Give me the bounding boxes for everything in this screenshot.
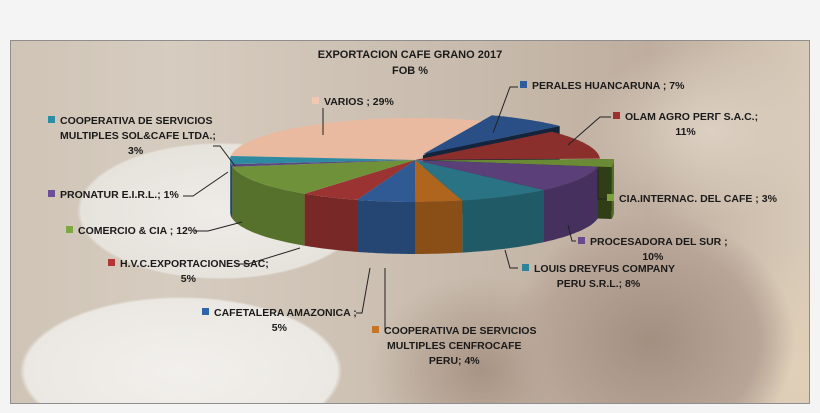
label-pct: 5%	[271, 322, 287, 334]
swatch-sol-cafe	[48, 116, 55, 123]
label-text-2: MULTIPLES SOL&CAFE LTDA.;	[60, 130, 216, 142]
label-comercio: COMERCIO & CIA ; 12%	[66, 224, 197, 239]
label-text: CAFETALERA AMAZONICA ;	[214, 307, 357, 319]
pie-tops	[230, 115, 614, 202]
pie-slice-side	[544, 166, 598, 243]
pie-slice-side	[230, 164, 233, 219]
label-cia-internac: CIA.INTERNAC. DEL CAFE ; 3%	[607, 192, 777, 207]
label-text: COMERCIO & CIA ; 12%	[78, 225, 198, 237]
label-louis-dreyfus: LOUIS DREYFUS COMPANY PERU S.R.L.; 8%	[522, 262, 675, 292]
pie-slice-cooperativa-de-servicios-multiples-sol-cafe-ltda	[230, 156, 415, 165]
label-text: COOPERATIVA DE SERVICIOS	[60, 115, 213, 127]
pie-slice-h-v-c-exportaciones-sac	[304, 160, 415, 200]
pie-slice-side	[415, 200, 463, 254]
pie-slice-olam-agro-per-s-a-c	[415, 131, 600, 160]
label-sol-cafe: COOPERATIVA DE SERVICIOS MULTIPLES SOL&C…	[48, 114, 216, 159]
label-text: PRONATUR E.I.R.L.; 1%	[60, 189, 179, 201]
label-procesadora: PROCESADORA DEL SUR ; 10%	[578, 235, 728, 265]
swatch-pronatur	[48, 190, 55, 197]
pie-slice-cafetalera-amazonica	[357, 160, 416, 202]
label-pct: PERU; 4%	[428, 355, 480, 367]
label-olam: OLAM AGRO PERΓ S.A.C.; 11%	[613, 110, 758, 140]
label-text: LOUIS DREYFUS COMPANY	[534, 263, 675, 275]
pie-slice-cia-internac-del-cafe	[428, 159, 614, 168]
swatch-cenfrocafe	[372, 326, 379, 333]
leader-lines	[183, 86, 611, 330]
swatch-cafetalera	[202, 308, 209, 315]
label-text: OLAM AGRO PERΓ S.A.C.;	[625, 111, 759, 123]
label-varios: VARIOS ; 29%	[312, 95, 394, 110]
chart-title-line1: EXPORTACION CAFE GRANO 2017	[317, 49, 503, 61]
pie-slice-cooperativa-de-servicios-multiples-cenfrocafe-peru	[415, 160, 463, 202]
label-perales: PERALES HUANCARUNA ; 7%	[520, 79, 684, 94]
chart-title: EXPORTACION CAFE GRANO 2017 FOB %	[290, 47, 530, 79]
label-pct: PERU S.R.L.; 8%	[556, 278, 641, 290]
label-text: COOPERATIVA DE SERVICIOS	[384, 325, 537, 337]
chart-title-line2: FOB %	[391, 65, 429, 77]
label-pronatur: PRONATUR E.I.R.L.; 1%	[48, 188, 179, 203]
pie-slice-side	[357, 199, 416, 254]
pie-slice-procesadora-del-sur	[415, 160, 598, 191]
label-cafetalera: CAFETALERA AMAZONICA ; 5%	[202, 306, 357, 336]
pie-slice-pronatur-e-i-r-l	[230, 160, 415, 167]
label-text: CIA.INTERNAC. DEL CAFE ; 3%	[619, 193, 777, 205]
pie-slice-comercio-cia	[232, 160, 415, 194]
pie-slice-side	[462, 190, 544, 253]
label-text: H.V.C.EXPORTACIONES SAC;	[120, 258, 269, 270]
swatch-louis-dreyfus	[522, 264, 529, 271]
swatch-cia-internac	[607, 194, 614, 201]
swatch-perales	[520, 81, 527, 88]
swatch-procesadora	[578, 237, 585, 244]
pie-slice-louis-dreyfus-company-peru-s-r-l	[415, 160, 544, 201]
pie-slice-side	[611, 160, 614, 220]
pie-slice-side	[232, 166, 305, 246]
label-text: PERALES HUANCARUNA ; 7%	[532, 80, 685, 92]
label-pct: 10%	[642, 251, 664, 263]
label-text-2: MULTIPLES CENFROCAFE	[386, 340, 522, 352]
label-text: VARIOS ; 29%	[324, 96, 394, 108]
swatch-hvc	[108, 259, 115, 266]
label-pct: 5%	[180, 273, 196, 285]
label-pct: 3%	[128, 145, 144, 157]
swatch-varios	[312, 97, 319, 104]
pie-slice-side	[230, 160, 231, 217]
pie-slice-perales-huancaruna	[422, 115, 560, 155]
pie-slice-varios	[230, 118, 485, 160]
label-cenfrocafe: COOPERATIVA DE SERVICIOS MULTIPLES CENFR…	[372, 324, 536, 369]
label-pct: 11%	[675, 126, 696, 138]
label-text: PROCESADORA DEL SUR ;	[590, 236, 728, 248]
swatch-olam	[613, 112, 620, 119]
label-hvc: H.V.C.EXPORTACIONES SAC; 5%	[108, 257, 269, 287]
pie-slice-side	[304, 193, 357, 252]
swatch-comercio	[66, 226, 73, 233]
